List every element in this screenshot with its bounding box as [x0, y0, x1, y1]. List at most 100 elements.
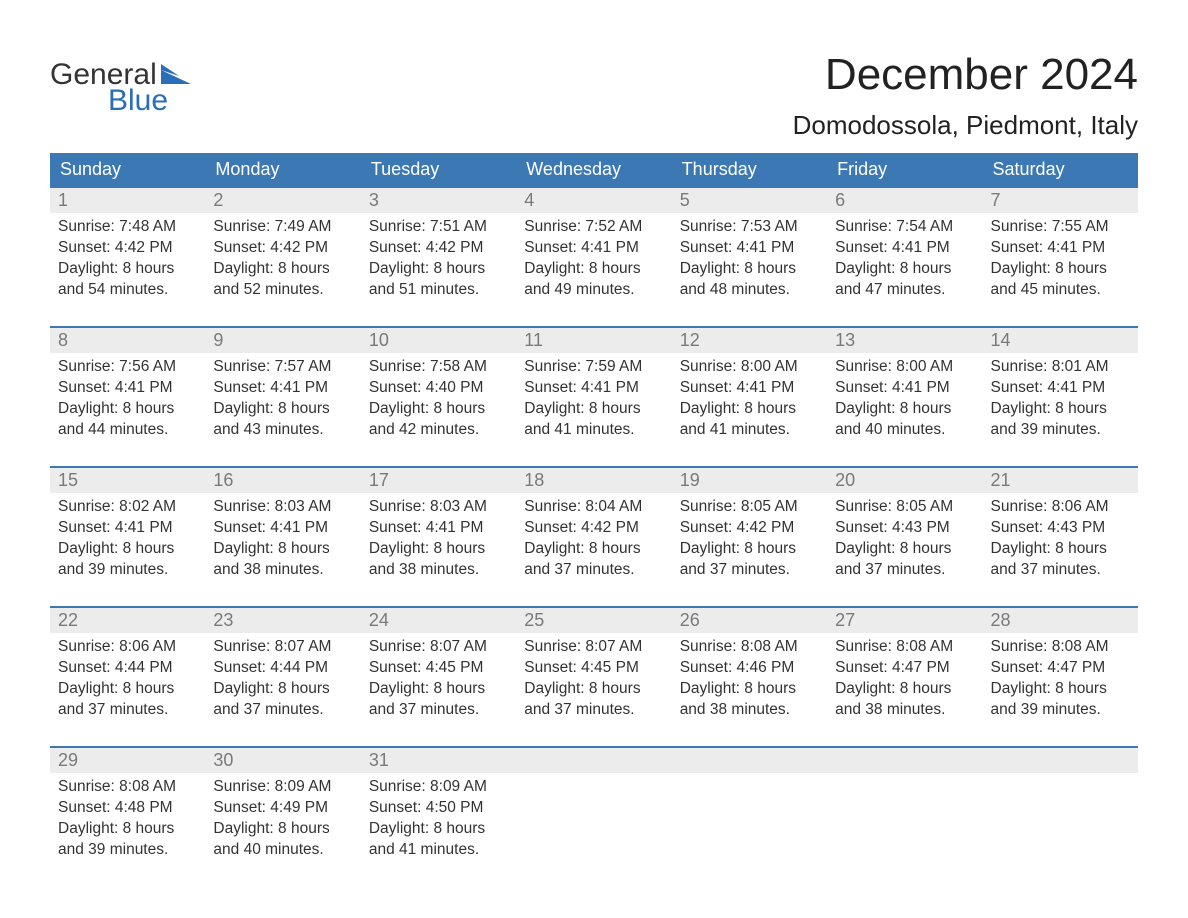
- sunset-text: Sunset: 4:44 PM: [58, 658, 197, 679]
- daylight-line-2: and 41 minutes.: [680, 420, 819, 441]
- day-content-cell: Sunrise: 7:57 AMSunset: 4:41 PMDaylight:…: [205, 353, 360, 453]
- daylight-line-2: and 38 minutes.: [680, 700, 819, 721]
- daylight-line-2: and 48 minutes.: [680, 280, 819, 301]
- day-number-cell: 5: [672, 187, 827, 213]
- day-content-cell: Sunrise: 7:51 AMSunset: 4:42 PMDaylight:…: [361, 213, 516, 313]
- sunset-text: Sunset: 4:41 PM: [835, 378, 974, 399]
- daylight-line-1: Daylight: 8 hours: [58, 679, 197, 700]
- sunrise-text: Sunrise: 8:08 AM: [991, 637, 1130, 658]
- sunrise-text: Sunrise: 7:58 AM: [369, 357, 508, 378]
- day-content-cell: Sunrise: 8:07 AMSunset: 4:45 PMDaylight:…: [361, 633, 516, 733]
- day-number-cell: 6: [827, 187, 982, 213]
- daylight-line-1: Daylight: 8 hours: [680, 679, 819, 700]
- sunrise-text: Sunrise: 7:57 AM: [213, 357, 352, 378]
- sunset-text: Sunset: 4:41 PM: [524, 238, 663, 259]
- day-number-cell: 30: [205, 747, 360, 773]
- daylight-line-2: and 38 minutes.: [369, 560, 508, 581]
- day-number-cell: 28: [983, 607, 1138, 633]
- day-content-cell: Sunrise: 8:08 AMSunset: 4:48 PMDaylight:…: [50, 773, 205, 873]
- sunset-text: Sunset: 4:49 PM: [213, 798, 352, 819]
- daylight-line-2: and 45 minutes.: [991, 280, 1130, 301]
- weekday-header: Thursday: [672, 153, 827, 187]
- day-content-cell: Sunrise: 8:06 AMSunset: 4:44 PMDaylight:…: [50, 633, 205, 733]
- sunrise-text: Sunrise: 8:08 AM: [835, 637, 974, 658]
- sunset-text: Sunset: 4:44 PM: [213, 658, 352, 679]
- day-number-cell: 7: [983, 187, 1138, 213]
- sunrise-text: Sunrise: 8:05 AM: [835, 497, 974, 518]
- daylight-line-1: Daylight: 8 hours: [213, 399, 352, 420]
- daylight-line-2: and 37 minutes.: [213, 700, 352, 721]
- sunrise-text: Sunrise: 7:48 AM: [58, 217, 197, 238]
- day-content-cell: [983, 773, 1138, 873]
- day-number-cell: 16: [205, 467, 360, 493]
- daylight-line-1: Daylight: 8 hours: [213, 259, 352, 280]
- daylight-line-2: and 51 minutes.: [369, 280, 508, 301]
- daylight-line-2: and 38 minutes.: [213, 560, 352, 581]
- sunrise-text: Sunrise: 8:03 AM: [369, 497, 508, 518]
- daylight-line-2: and 37 minutes.: [369, 700, 508, 721]
- day-number-cell: 26: [672, 607, 827, 633]
- sunrise-text: Sunrise: 7:59 AM: [524, 357, 663, 378]
- day-content-cell: Sunrise: 8:07 AMSunset: 4:44 PMDaylight:…: [205, 633, 360, 733]
- sunset-text: Sunset: 4:42 PM: [213, 238, 352, 259]
- daylight-line-1: Daylight: 8 hours: [213, 679, 352, 700]
- daylight-line-1: Daylight: 8 hours: [58, 399, 197, 420]
- daylight-line-2: and 43 minutes.: [213, 420, 352, 441]
- day-number-cell: 17: [361, 467, 516, 493]
- sunset-text: Sunset: 4:41 PM: [369, 518, 508, 539]
- daylight-line-1: Daylight: 8 hours: [524, 679, 663, 700]
- day-number-cell: 12: [672, 327, 827, 353]
- daylight-line-2: and 37 minutes.: [58, 700, 197, 721]
- page-title: December 2024: [793, 50, 1138, 100]
- title-block: December 2024 Domodossola, Piedmont, Ita…: [793, 50, 1138, 141]
- daylight-line-1: Daylight: 8 hours: [524, 399, 663, 420]
- day-content-cell: Sunrise: 8:08 AMSunset: 4:46 PMDaylight:…: [672, 633, 827, 733]
- sunset-text: Sunset: 4:45 PM: [524, 658, 663, 679]
- sunrise-text: Sunrise: 8:01 AM: [991, 357, 1130, 378]
- sunset-text: Sunset: 4:46 PM: [680, 658, 819, 679]
- day-content-cell: [672, 773, 827, 873]
- sunrise-text: Sunrise: 7:56 AM: [58, 357, 197, 378]
- daylight-line-2: and 38 minutes.: [835, 700, 974, 721]
- sunrise-text: Sunrise: 8:03 AM: [213, 497, 352, 518]
- daylight-line-1: Daylight: 8 hours: [991, 679, 1130, 700]
- day-content-cell: Sunrise: 7:55 AMSunset: 4:41 PMDaylight:…: [983, 213, 1138, 313]
- sunrise-text: Sunrise: 8:00 AM: [835, 357, 974, 378]
- sunrise-text: Sunrise: 8:07 AM: [369, 637, 508, 658]
- sunset-text: Sunset: 4:41 PM: [680, 238, 819, 259]
- daylight-line-1: Daylight: 8 hours: [369, 539, 508, 560]
- daylight-line-2: and 39 minutes.: [991, 420, 1130, 441]
- daylight-line-2: and 40 minutes.: [213, 840, 352, 861]
- day-number-cell: 31: [361, 747, 516, 773]
- daylight-line-2: and 39 minutes.: [58, 560, 197, 581]
- weekday-header: Tuesday: [361, 153, 516, 187]
- daylight-line-1: Daylight: 8 hours: [369, 399, 508, 420]
- calendar-body: 1234567Sunrise: 7:48 AMSunset: 4:42 PMDa…: [50, 187, 1138, 873]
- sunset-text: Sunset: 4:41 PM: [213, 378, 352, 399]
- daylight-line-1: Daylight: 8 hours: [680, 539, 819, 560]
- week-spacer: [50, 593, 1138, 607]
- daylight-line-2: and 37 minutes.: [991, 560, 1130, 581]
- day-number-row: 1234567: [50, 187, 1138, 213]
- day-number-cell: 3: [361, 187, 516, 213]
- day-number-cell: [827, 747, 982, 773]
- sunrise-text: Sunrise: 7:55 AM: [991, 217, 1130, 238]
- daylight-line-1: Daylight: 8 hours: [369, 259, 508, 280]
- sunrise-text: Sunrise: 7:53 AM: [680, 217, 819, 238]
- weekday-header: Friday: [827, 153, 982, 187]
- day-number-row: 293031: [50, 747, 1138, 773]
- day-content-cell: Sunrise: 8:02 AMSunset: 4:41 PMDaylight:…: [50, 493, 205, 593]
- day-content-row: Sunrise: 7:56 AMSunset: 4:41 PMDaylight:…: [50, 353, 1138, 453]
- weekday-header: Saturday: [983, 153, 1138, 187]
- day-number-cell: 10: [361, 327, 516, 353]
- sunset-text: Sunset: 4:42 PM: [680, 518, 819, 539]
- sunrise-text: Sunrise: 8:07 AM: [213, 637, 352, 658]
- daylight-line-2: and 40 minutes.: [835, 420, 974, 441]
- week-spacer: [50, 733, 1138, 747]
- sunrise-text: Sunrise: 8:06 AM: [58, 637, 197, 658]
- sunrise-text: Sunrise: 8:09 AM: [213, 777, 352, 798]
- day-number-cell: 11: [516, 327, 671, 353]
- daylight-line-1: Daylight: 8 hours: [524, 259, 663, 280]
- sunset-text: Sunset: 4:47 PM: [835, 658, 974, 679]
- day-content-cell: Sunrise: 7:56 AMSunset: 4:41 PMDaylight:…: [50, 353, 205, 453]
